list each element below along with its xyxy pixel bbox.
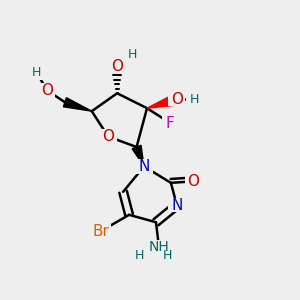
FancyBboxPatch shape	[38, 83, 56, 98]
Text: N: N	[138, 159, 150, 174]
Text: H: H	[190, 93, 200, 106]
Text: Br: Br	[92, 224, 109, 239]
Polygon shape	[147, 94, 178, 108]
FancyBboxPatch shape	[168, 92, 185, 106]
FancyBboxPatch shape	[159, 248, 176, 262]
FancyBboxPatch shape	[149, 240, 169, 254]
FancyBboxPatch shape	[185, 174, 202, 188]
FancyBboxPatch shape	[186, 92, 203, 106]
Polygon shape	[132, 145, 144, 166]
FancyBboxPatch shape	[90, 224, 111, 238]
FancyBboxPatch shape	[168, 198, 185, 212]
FancyBboxPatch shape	[109, 59, 126, 74]
FancyBboxPatch shape	[136, 159, 152, 174]
Text: O: O	[41, 83, 53, 98]
Text: H: H	[128, 48, 137, 61]
Text: N: N	[171, 198, 183, 213]
FancyBboxPatch shape	[28, 65, 45, 80]
Text: O: O	[187, 174, 199, 189]
Polygon shape	[63, 98, 92, 111]
Text: F: F	[166, 116, 175, 130]
FancyBboxPatch shape	[162, 116, 179, 130]
FancyBboxPatch shape	[131, 248, 148, 262]
Text: O: O	[102, 129, 114, 144]
FancyBboxPatch shape	[124, 47, 141, 61]
FancyBboxPatch shape	[100, 129, 117, 144]
Text: H: H	[163, 249, 172, 262]
Text: NH: NH	[148, 240, 169, 254]
Text: O: O	[171, 92, 183, 107]
Text: H: H	[32, 66, 41, 79]
Text: H: H	[135, 249, 144, 262]
Text: O: O	[111, 59, 123, 74]
